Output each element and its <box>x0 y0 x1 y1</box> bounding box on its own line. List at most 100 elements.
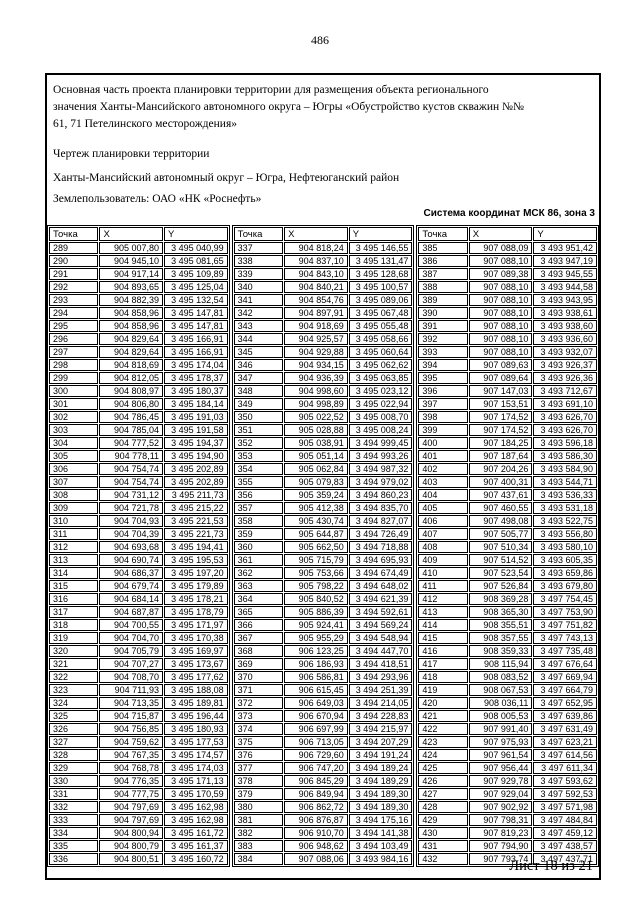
y-coordinate-cell: 3 495 174,57 <box>164 749 228 761</box>
x-coordinate-cell: 907 961,54 <box>468 749 533 761</box>
point-number-cell: 391 <box>418 320 468 332</box>
point-number-cell: 320 <box>49 645 99 657</box>
table-row: 362 905 753,66 3 494 674,49 <box>233 567 413 579</box>
table-row: 300 904 808,97 3 495 180,37 <box>49 385 228 397</box>
y-coordinate-cell: 3 495 162,98 <box>164 814 228 826</box>
table-row: 306 904 754,74 3 495 202,89 <box>49 463 228 475</box>
project-title-line: Основная часть проекта планировки террит… <box>53 84 489 96</box>
point-number-cell: 378 <box>233 775 284 787</box>
table-row: 394 907 089,63 3 493 926,37 <box>418 359 598 371</box>
table-row: 416 908 359,33 3 497 735,48 <box>418 645 598 657</box>
point-number-cell: 404 <box>418 489 468 501</box>
y-coordinate-cell: 3 497 437,71 <box>533 853 598 865</box>
x-coordinate-cell: 907 174,52 <box>468 424 533 436</box>
sheet-counter: Лист 18 из 21 <box>509 858 593 874</box>
y-coordinate-cell: 3 495 100,57 <box>348 281 413 293</box>
point-number-cell: 361 <box>233 554 284 566</box>
y-coordinate-cell: 3 494 674,49 <box>348 567 413 579</box>
table-row: 301 904 806,80 3 495 184,14 <box>49 398 228 410</box>
x-coordinate-cell: 904 800,79 <box>99 840 164 852</box>
x-coordinate-cell: 904 800,51 <box>99 853 164 865</box>
y-coordinate-cell: 3 497 484,84 <box>533 814 598 826</box>
x-coordinate-cell: 904 785,04 <box>99 424 164 436</box>
table-row: 326 904 756,85 3 495 180,93 <box>49 723 228 735</box>
table-row: 406 907 498,08 3 493 522,75 <box>418 515 598 527</box>
table-row: 315 904 679,74 3 495 179,89 <box>49 580 228 592</box>
x-coordinate-cell: 904 800,94 <box>99 827 164 839</box>
table-row: 317 904 687,87 3 495 178,79 <box>49 606 228 618</box>
coordinate-system-label: Система координат МСК 86, зона 3 <box>423 208 595 219</box>
point-number-cell: 350 <box>233 411 284 423</box>
x-coordinate-cell: 905 886,39 <box>284 606 348 618</box>
y-coordinate-cell: 3 494 189,29 <box>348 775 413 787</box>
y-coordinate-cell: 3 493 984,16 <box>348 853 413 865</box>
x-coordinate-cell: 907 088,06 <box>284 853 348 865</box>
table-row: 309 904 721,78 3 495 215,22 <box>49 502 228 514</box>
table-row: 292 904 893,65 3 495 125,04 <box>49 281 228 293</box>
y-coordinate-cell: 3 493 926,37 <box>533 359 598 371</box>
table-row: 329 904 768,78 3 495 174,03 <box>49 762 228 774</box>
y-coordinate-cell: 3 493 936,60 <box>533 333 598 345</box>
table-row: 364 905 840,52 3 494 621,39 <box>233 593 413 605</box>
point-number-cell: 296 <box>49 333 99 345</box>
column-header: X <box>468 227 533 241</box>
y-coordinate-cell: 3 497 751,82 <box>533 619 598 631</box>
y-coordinate-cell: 3 495 055,48 <box>348 320 413 332</box>
y-coordinate-cell: 3 497 571,98 <box>533 801 598 813</box>
table-row: 407 907 505,77 3 493 556,80 <box>418 528 598 540</box>
y-coordinate-cell: 3 494 621,39 <box>348 593 413 605</box>
y-coordinate-cell: 3 495 161,37 <box>164 840 228 852</box>
y-coordinate-cell: 3 494 191,24 <box>348 749 413 761</box>
table-row: 377 906 747,20 3 494 189,24 <box>233 762 413 774</box>
x-coordinate-cell: 907 794,90 <box>468 840 533 852</box>
point-number-cell: 332 <box>49 801 99 813</box>
x-coordinate-cell: 904 917,14 <box>99 268 164 280</box>
table-header-row: Точка X Y <box>233 227 413 241</box>
x-coordinate-cell: 905 007,80 <box>99 242 164 254</box>
table-row: 313 904 690,74 3 495 195,53 <box>49 554 228 566</box>
table-row: 296 904 829,64 3 495 166,91 <box>49 333 228 345</box>
x-coordinate-cell: 904 756,85 <box>99 723 164 735</box>
table-row: 328 904 767,35 3 495 174,57 <box>49 749 228 761</box>
x-coordinate-cell: 908 036,11 <box>468 697 533 709</box>
point-number-cell: 307 <box>49 476 99 488</box>
y-coordinate-cell: 3 497 459,12 <box>533 827 598 839</box>
y-coordinate-cell: 3 497 623,21 <box>533 736 598 748</box>
x-coordinate-cell: 908 067,53 <box>468 684 533 696</box>
point-number-cell: 352 <box>233 437 284 449</box>
x-coordinate-cell: 907 088,10 <box>468 307 533 319</box>
table-row: 294 904 858,96 3 495 147,81 <box>49 307 228 319</box>
y-coordinate-cell: 3 497 753,90 <box>533 606 598 618</box>
y-coordinate-cell: 3 495 211,73 <box>164 489 228 501</box>
point-number-cell: 305 <box>49 450 99 462</box>
y-coordinate-cell: 3 493 556,80 <box>533 528 598 540</box>
y-coordinate-cell: 3 495 178,79 <box>164 606 228 618</box>
point-number-cell: 324 <box>49 697 99 709</box>
point-number-cell: 408 <box>418 541 468 553</box>
point-number-cell: 397 <box>418 398 468 410</box>
y-coordinate-cell: 3 494 718,88 <box>348 541 413 553</box>
y-coordinate-cell: 3 493 596,18 <box>533 437 598 449</box>
point-number-cell: 423 <box>418 736 468 748</box>
x-coordinate-cell: 908 369,28 <box>468 593 533 605</box>
y-coordinate-cell: 3 494 648,02 <box>348 580 413 592</box>
x-coordinate-cell: 907 819,23 <box>468 827 533 839</box>
table-row: 403 907 400,31 3 493 544,71 <box>418 476 598 488</box>
y-coordinate-cell: 3 494 548,94 <box>348 632 413 644</box>
y-coordinate-cell: 3 494 993,26 <box>348 450 413 462</box>
table-row: 360 905 662,50 3 494 718,88 <box>233 541 413 553</box>
x-coordinate-cell: 907 505,77 <box>468 528 533 540</box>
x-coordinate-cell: 904 759,62 <box>99 736 164 748</box>
x-coordinate-cell: 906 649,03 <box>284 697 348 709</box>
point-number-cell: 409 <box>418 554 468 566</box>
y-coordinate-cell: 3 495 147,81 <box>164 307 228 319</box>
point-number-cell: 323 <box>49 684 99 696</box>
y-coordinate-cell: 3 495 022,94 <box>348 398 413 410</box>
table-row: 337 904 818,24 3 495 146,55 <box>233 242 413 254</box>
table-row: 370 906 586,81 3 494 293,96 <box>233 671 413 683</box>
x-coordinate-cell: 905 644,87 <box>284 528 348 540</box>
table-row: 343 904 918,69 3 495 055,48 <box>233 320 413 332</box>
point-number-cell: 392 <box>418 333 468 345</box>
y-coordinate-cell: 3 495 196,44 <box>164 710 228 722</box>
table-row: 375 906 713,05 3 494 207,29 <box>233 736 413 748</box>
